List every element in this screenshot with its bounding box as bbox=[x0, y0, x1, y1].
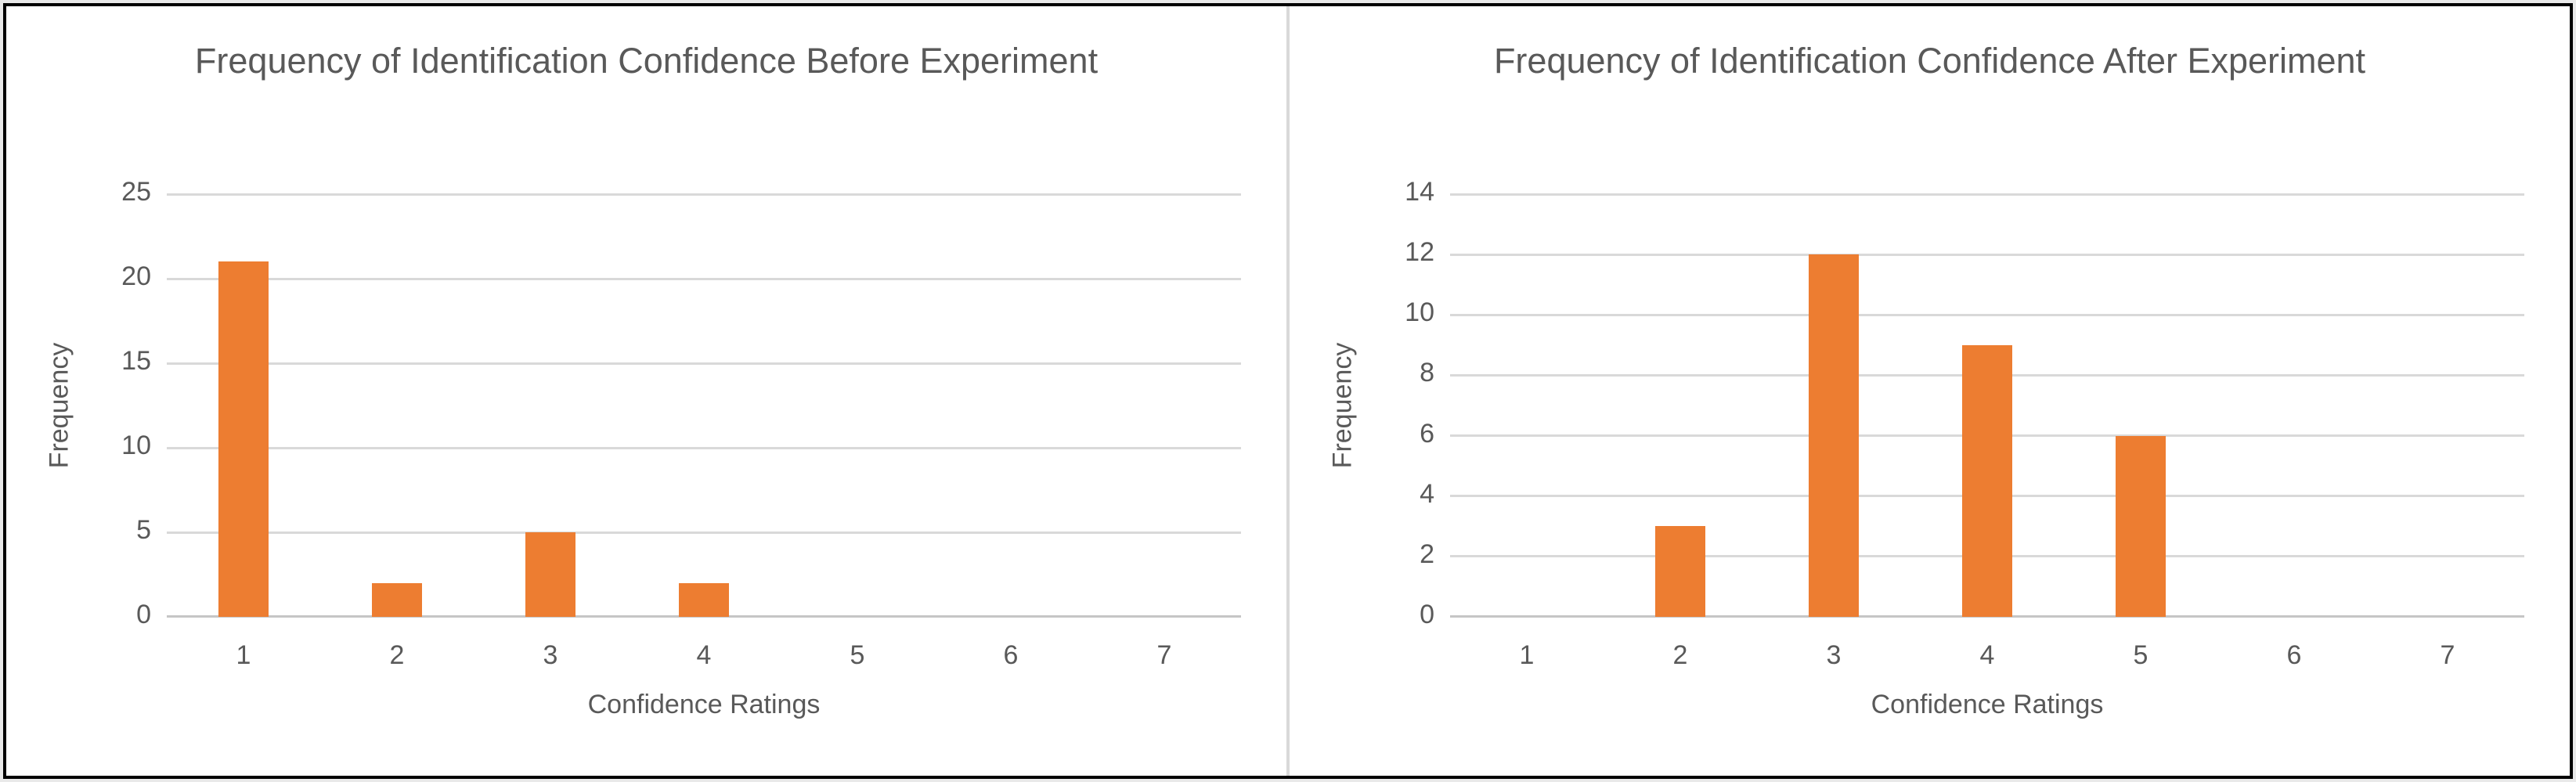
bar bbox=[679, 582, 729, 617]
bar bbox=[1962, 344, 2012, 617]
x-tick-label: 2 bbox=[389, 640, 405, 670]
y-tick-label: 15 bbox=[121, 346, 151, 376]
plot-area bbox=[167, 193, 1241, 618]
bar bbox=[218, 261, 269, 617]
bar bbox=[525, 532, 575, 617]
y-tick-label: 12 bbox=[1405, 237, 1434, 268]
x-axis-title: Confidence Ratings bbox=[587, 690, 821, 719]
y-tick-label: 14 bbox=[1405, 177, 1434, 207]
x-tick-label: 7 bbox=[2440, 640, 2455, 670]
y-tick-label: 0 bbox=[136, 600, 151, 629]
gridline bbox=[167, 446, 1241, 449]
chart-before-panel: Frequency of Identification Confidence B… bbox=[6, 6, 1286, 776]
gridline bbox=[167, 193, 1241, 196]
bar bbox=[2116, 435, 2166, 617]
x-tick-label: 5 bbox=[2133, 640, 2148, 670]
x-tick-label: 6 bbox=[2286, 640, 2302, 670]
y-tick-label: 8 bbox=[1420, 358, 1434, 388]
x-tick-label: 4 bbox=[1979, 640, 1995, 670]
x-tick-label: 3 bbox=[543, 640, 558, 670]
figure-canvas: Frequency of Identification Confidence B… bbox=[3, 3, 2573, 779]
bar bbox=[372, 582, 422, 617]
x-tick-label: 4 bbox=[696, 640, 712, 670]
x-tick-label: 6 bbox=[1003, 640, 1019, 670]
x-axis-title: Confidence Ratings bbox=[1871, 690, 2104, 719]
y-tick-label: 20 bbox=[121, 261, 151, 291]
y-tick-label: 2 bbox=[1420, 539, 1434, 569]
x-tick-label: 1 bbox=[1519, 640, 1535, 670]
y-tick-label: 10 bbox=[1405, 297, 1434, 328]
bar bbox=[1655, 526, 1705, 617]
plot-area bbox=[1450, 193, 2524, 618]
gridline bbox=[1450, 313, 2524, 316]
x-tick-label: 5 bbox=[850, 640, 865, 670]
chart-title: Frequency of Identification Confidence B… bbox=[194, 41, 1099, 81]
x-tick-label: 7 bbox=[1156, 640, 1172, 670]
y-tick-label: 0 bbox=[1420, 600, 1434, 629]
chart-after-panel: Frequency of Identification Confidence A… bbox=[1286, 6, 2570, 776]
bar bbox=[1809, 254, 1859, 617]
gridline bbox=[167, 277, 1241, 280]
gridline bbox=[1450, 253, 2524, 256]
y-tick-label: 25 bbox=[121, 177, 151, 207]
y-tick-label: 4 bbox=[1420, 478, 1434, 509]
x-tick-label: 3 bbox=[1826, 640, 1842, 670]
chart-title: Frequency of Identification Confidence A… bbox=[1493, 41, 2366, 81]
gridline bbox=[1450, 193, 2524, 196]
gridline bbox=[167, 362, 1241, 365]
x-tick-label: 1 bbox=[236, 640, 251, 670]
y-tick-label: 6 bbox=[1420, 418, 1434, 449]
y-tick-label: 5 bbox=[136, 515, 151, 545]
x-tick-label: 2 bbox=[1672, 640, 1688, 670]
gridline bbox=[167, 531, 1241, 534]
y-tick-label: 10 bbox=[121, 431, 151, 460]
